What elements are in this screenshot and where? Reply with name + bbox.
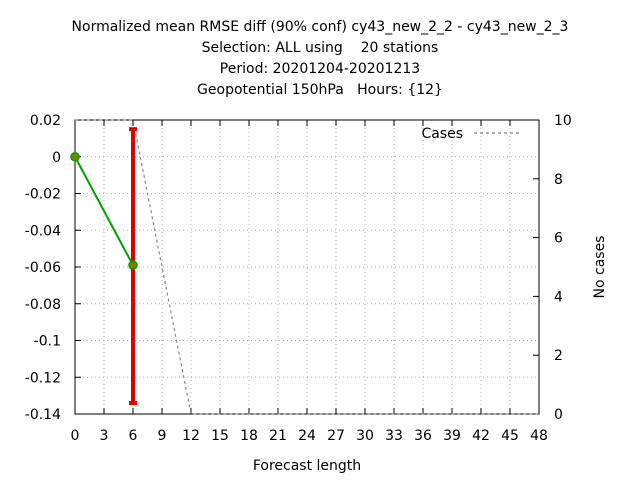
y2-axis-label: No cases — [592, 236, 608, 299]
x-tick-label: 45 — [501, 428, 519, 444]
x-tick-label: 18 — [240, 428, 258, 444]
legend-layer: Cases — [421, 126, 520, 142]
y2-tick-label: 0 — [554, 407, 563, 423]
x-tick-label: 33 — [385, 428, 403, 444]
ticks-layer: 0 3 6 9 12 15 18 21 24 27 30 33 36 39 42 45 480.020-0.02… — [25, 113, 572, 444]
diff-line — [74, 156, 134, 266]
x-tick-label: 9 — [158, 428, 167, 444]
y2-tick-label: 8 — [554, 172, 563, 188]
cases-line — [75, 119, 539, 415]
y-tick-label: 0 — [52, 150, 61, 166]
y-tick-label: -0.12 — [25, 370, 61, 386]
diff-point — [70, 152, 80, 162]
x-tick-label: 24 — [298, 428, 316, 444]
x-tick-label: 6 — [129, 428, 138, 444]
x-tick-label: 15 — [211, 428, 229, 444]
y2-tick-label: 4 — [554, 289, 563, 305]
y2-tick-label: 10 — [554, 113, 572, 129]
y-tick-label: -0.1 — [34, 334, 61, 350]
x-tick-label: 30 — [356, 428, 374, 444]
series-layer — [70, 119, 539, 415]
y2-tick-label: 6 — [554, 231, 563, 247]
y-tick-label: -0.06 — [25, 260, 61, 276]
x-tick-label: 0 — [71, 428, 80, 444]
chart-title-line-3: Period: 20201204-20201213 — [219, 61, 421, 77]
y-tick-label: 0.02 — [30, 113, 61, 129]
x-tick-label: 21 — [269, 428, 287, 444]
x-tick-label: 27 — [327, 428, 345, 444]
x-tick-label: 12 — [182, 428, 200, 444]
grid-layer — [75, 120, 539, 414]
y-tick-label: -0.14 — [25, 407, 61, 423]
chart-title-line-4: Geopotential 150hPa Hours: {12} — [197, 82, 443, 98]
x-axis-label: Forecast length — [253, 458, 361, 474]
x-tick-label: 36 — [414, 428, 432, 444]
y-tick-label: -0.02 — [25, 187, 61, 203]
x-tick-label: 42 — [472, 428, 490, 444]
y2-tick-label: 2 — [554, 348, 563, 364]
legend-label-cases: Cases — [421, 126, 463, 142]
diff-point — [128, 260, 138, 270]
x-tick-label: 48 — [530, 428, 548, 444]
x-tick-label: 3 — [100, 428, 109, 444]
chart-title-line-2: Selection: ALL using 20 stations — [201, 40, 439, 56]
x-tick-label: 39 — [443, 428, 461, 444]
y-tick-label: -0.04 — [25, 223, 61, 239]
y-tick-label: -0.08 — [25, 297, 61, 313]
chart-title-line-1: Normalized mean RMSE diff (90% conf) cy4… — [71, 19, 569, 35]
plot-frame — [74, 119, 540, 415]
